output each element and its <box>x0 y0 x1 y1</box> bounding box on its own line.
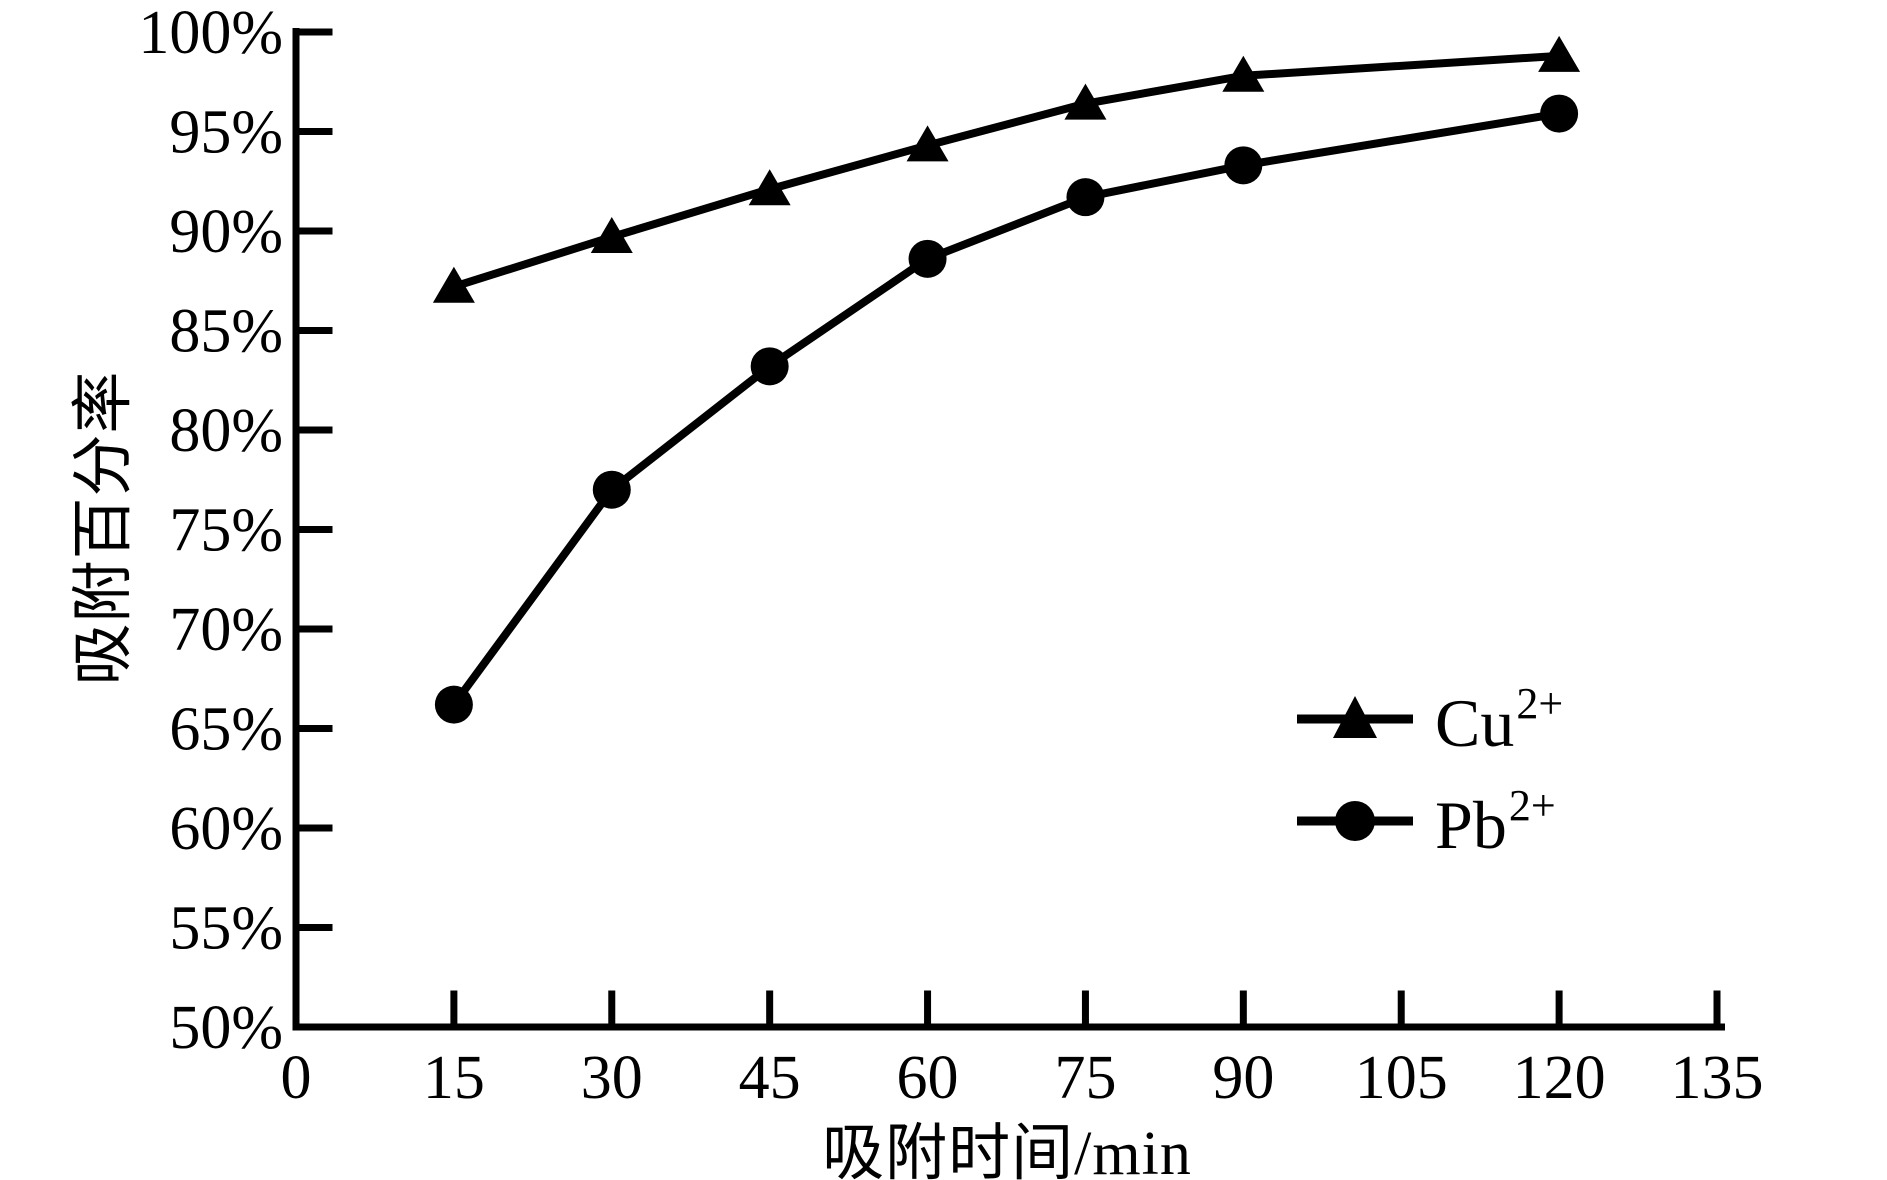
x-tick-label: 135 <box>1671 1044 1764 1112</box>
x-axis-title: 吸附时间/min <box>822 1120 1192 1180</box>
marker-triangle-Cu2+ <box>432 266 475 303</box>
legend-label-cu-sup: 2+ <box>1516 678 1564 728</box>
series-line-Pb2+ <box>450 109 1560 707</box>
marker-circle-Pb2+ <box>1224 146 1263 185</box>
marker-triangle-Cu2+ <box>748 169 791 206</box>
x-tick-label: 120 <box>1513 1044 1606 1112</box>
x-tick-label: 75 <box>1054 1044 1116 1112</box>
y-tick-label: 65% <box>169 696 283 764</box>
legend-item-cu: Cu2+ <box>1295 680 1563 758</box>
marker-triangle-Cu2+ <box>906 125 949 162</box>
marker-triangle-Cu2+ <box>590 216 633 253</box>
x-tick-label: 0 <box>281 1044 312 1112</box>
marker-triangle-Cu2+ <box>1064 83 1107 120</box>
x-tick-label: 60 <box>897 1044 959 1112</box>
y-tick-label: 95% <box>169 99 283 167</box>
cu-triangle-line-icon <box>1297 696 1413 738</box>
legend-label-cu-base: Cu <box>1435 684 1515 761</box>
y-tick-label: 100% <box>138 0 283 67</box>
y-tick-label: 50% <box>169 994 283 1062</box>
marker-triangle-Cu2+ <box>1538 35 1581 72</box>
series-Cu2+ <box>432 35 1581 303</box>
marker-circle-Pb2+ <box>1066 178 1105 217</box>
x-ticks: 0 15 30 45 60 75 90 105 120 135 <box>281 990 1764 1112</box>
x-tick-label: 30 <box>581 1044 643 1112</box>
legend-label-pb-sup: 2+ <box>1508 780 1556 830</box>
y-tick-label: 90% <box>169 198 283 266</box>
legend-label-pb: Pb2+ <box>1435 780 1556 859</box>
marker-circle-Pb2+ <box>592 470 631 509</box>
legend-item-pb: Pb2+ <box>1295 782 1563 860</box>
marker-circle-Pb2+ <box>1540 94 1579 133</box>
y-tick-label: 60% <box>169 795 283 863</box>
y-tick-label: 75% <box>169 497 283 565</box>
y-tick-label: 55% <box>169 895 283 963</box>
marker-circle-Pb2+ <box>434 685 473 724</box>
legend-label-cu: Cu2+ <box>1435 678 1564 757</box>
marker-circle-Pb2+ <box>908 239 947 278</box>
pb-circle-line-icon <box>1297 801 1413 841</box>
y-tick-label: 85% <box>169 298 283 366</box>
x-tick-label: 90 <box>1212 1044 1274 1112</box>
y-axis-title: 吸附百分率 <box>70 370 138 686</box>
y-ticks: 50% 55% 60% 65% 70% 75% 80% 85% 90% 95% 100% <box>138 0 333 1062</box>
legend: Cu2+ Pb2+ <box>1295 680 1563 884</box>
y-tick-label: 80% <box>169 397 283 465</box>
legend-label-pb-base: Pb <box>1435 786 1507 863</box>
x-tick-label: 105 <box>1355 1044 1448 1112</box>
marker-triangle-Cu2+ <box>1222 55 1265 92</box>
x-tick-label: 15 <box>423 1044 485 1112</box>
x-tick-label: 45 <box>739 1044 801 1112</box>
marker-circle-Pb2+ <box>750 347 789 386</box>
series-Pb2+ <box>434 94 1579 724</box>
y-tick-label: 70% <box>169 596 283 664</box>
axes <box>292 28 1725 1031</box>
